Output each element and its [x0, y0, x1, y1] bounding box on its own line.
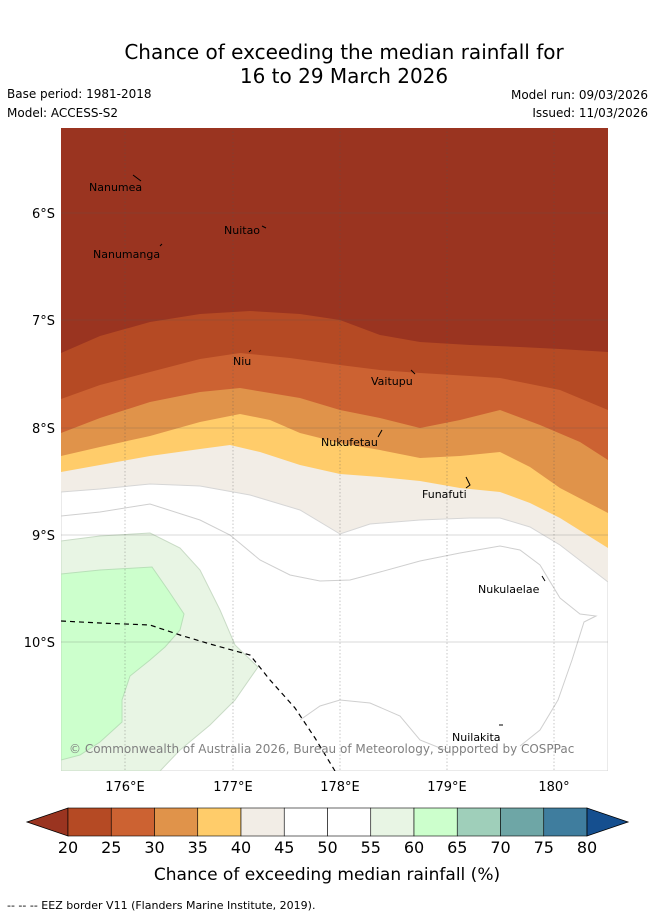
colorbar-segment: [197, 807, 242, 837]
colorbar-tick: 20: [58, 838, 78, 857]
latitude-lines: [61, 212, 608, 643]
colorbar-segment: [110, 807, 155, 837]
lon-axis-labels: 176°E 177°E 178°E 179°E 180°: [105, 780, 569, 795]
place-label: Nukulaelae: [478, 583, 540, 596]
colorbar-segment: [370, 807, 415, 837]
colorbar-tick: 80: [577, 838, 597, 857]
lon-label: 178°E: [320, 780, 360, 795]
colorbar-tick: 30: [144, 838, 164, 857]
place-label: Funafuti: [422, 488, 467, 501]
place-label: Nanumea: [89, 181, 142, 194]
place-label: Niu: [233, 355, 251, 368]
lon-label: 177°E: [213, 780, 253, 795]
lat-axis-labels: 6°S 7°S 8°S 9°S 10°S: [24, 207, 55, 651]
place-label: Nukufetau: [321, 436, 378, 449]
lat-label: 8°S: [32, 422, 55, 437]
colorbar-extend-high: [586, 807, 630, 837]
lat-label: 7°S: [32, 314, 55, 329]
band-65-70: [61, 566, 185, 761]
contour-50-line-south: [299, 699, 446, 751]
lat-label: 10°S: [24, 636, 55, 651]
island-nukufetau: [377, 429, 383, 438]
lat-label: 9°S: [32, 529, 55, 544]
colorbar-segment: [456, 807, 501, 837]
place-label: Nuilakita: [452, 731, 501, 744]
island-vaitupu: [410, 369, 416, 375]
colorbar-tick-labels: 20 25 30 35 40 45 50 55 60 65 70 75 80: [58, 838, 597, 857]
colorbar-tick: 45: [274, 838, 294, 857]
colorbar-tick: 70: [490, 838, 510, 857]
eez-border: [61, 620, 336, 771]
eez-legend-note: -- -- -- EEZ border V11 (Flanders Marine…: [7, 899, 316, 912]
colorbar-tick: 75: [534, 838, 554, 857]
colorbar: [25, 807, 630, 837]
colorbar-segment: [543, 807, 588, 837]
island-nuitao: [261, 225, 267, 229]
place-label: Vaitupu: [371, 375, 413, 388]
colorbar-segment: [327, 807, 372, 837]
colorbar-segment: [283, 807, 328, 837]
place-label: Nanumanga: [93, 248, 160, 261]
title-line-1: Chance of exceeding the median rainfall …: [124, 40, 564, 64]
place-labels: Nanumea Nuitao Nanumanga Niu Vaitupu Nuk…: [89, 181, 540, 744]
island-niu: [248, 349, 252, 353]
island-nanumea: [132, 174, 142, 182]
colorbar-tick: 60: [404, 838, 424, 857]
colorbar-segment: [413, 807, 458, 837]
contour-50-line-lower: [61, 503, 598, 747]
issued-date: Issued: 11/03/2026: [532, 106, 648, 120]
colorbar-label: Chance of exceeding median rainfall (%): [154, 865, 500, 885]
colorbar-segment: [240, 807, 285, 837]
colorbar-segment: [67, 807, 112, 837]
colorbar-tick: 35: [188, 838, 208, 857]
colorbar-tick: 40: [231, 838, 251, 857]
colorbar-segment: [154, 807, 199, 837]
colorbar-tick: 65: [447, 838, 467, 857]
lat-label: 6°S: [32, 207, 55, 222]
model-name: Model: ACCESS-S2: [7, 106, 119, 120]
lon-label: 180°: [538, 780, 569, 795]
place-label: Nuitao: [224, 224, 260, 237]
lon-label: 176°E: [105, 780, 145, 795]
colorbar-tick: 25: [101, 838, 121, 857]
island-funafuti: [465, 476, 471, 489]
chart-title: Chance of exceeding the median rainfall …: [0, 40, 655, 88]
model-run: Model run: 09/03/2026: [510, 88, 648, 102]
title-line-2: 16 to 29 March 2026: [239, 64, 449, 88]
base-period: Base period: 1981-2018: [7, 87, 152, 101]
lon-label: 179°E: [427, 780, 467, 795]
copyright-notice: © Commonwealth of Australia 2026, Bureau…: [69, 742, 574, 756]
colorbar-tick: 50: [317, 838, 337, 857]
graticule: [124, 128, 555, 771]
map-area: Nanumea Nuitao Nanumanga Niu Vaitupu Nuk…: [61, 128, 608, 771]
island-nukulaelae: [541, 575, 546, 582]
colorbar-tick: 55: [361, 838, 381, 857]
colorbar-segment: [500, 807, 545, 837]
islands: [132, 174, 546, 726]
colorbar-extend-low: [25, 807, 69, 837]
island-nanumanga: [159, 243, 163, 247]
